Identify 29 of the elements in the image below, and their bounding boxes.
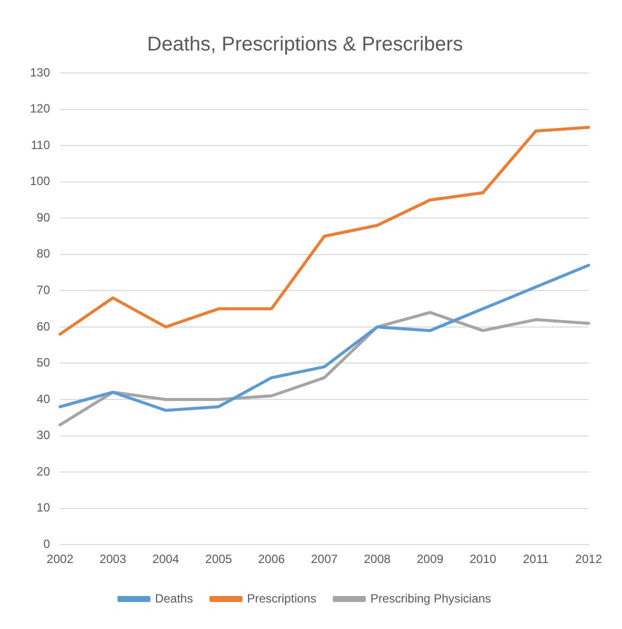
y-tick-label: 120 [30,102,50,116]
y-tick-label: 90 [36,210,50,224]
y-tick-label: 20 [36,464,50,478]
y-tick-label: 30 [36,428,50,442]
x-tick-label: 2008 [364,552,391,566]
legend-label: Prescriptions [246,591,316,606]
y-tick-label: 70 [36,282,50,297]
x-tick-label: 2002 [46,552,74,566]
y-tick-label: 60 [36,319,50,334]
y-tick-label: 0 [43,536,50,551]
y-tick-label: 110 [30,138,50,152]
y-tick-label: 100 [30,174,50,188]
y-tick-label: 50 [36,356,50,370]
chart-title: Deaths, Prescriptions & Prescribers [147,34,463,56]
x-tick-label: 2012 [575,552,602,566]
y-tick-label: 130 [30,65,50,80]
y-tick-label: 10 [36,500,50,515]
y-tick-label: 40 [36,392,50,406]
x-tick-label: 2011 [522,552,550,566]
x-tick-label: 2004 [152,552,180,566]
legend-label: Prescribing Physicians [370,591,492,606]
y-tick-label: 80 [36,246,50,261]
x-tick-label: 2007 [310,552,338,566]
x-tick-label: 2003 [100,552,127,566]
x-tick-label: 2010 [470,552,497,566]
x-tick-label: 2009 [416,552,444,566]
x-tick-label: 2005 [205,552,232,566]
x-tick-label: 2006 [258,552,286,566]
legend-label: Deaths [154,591,193,606]
